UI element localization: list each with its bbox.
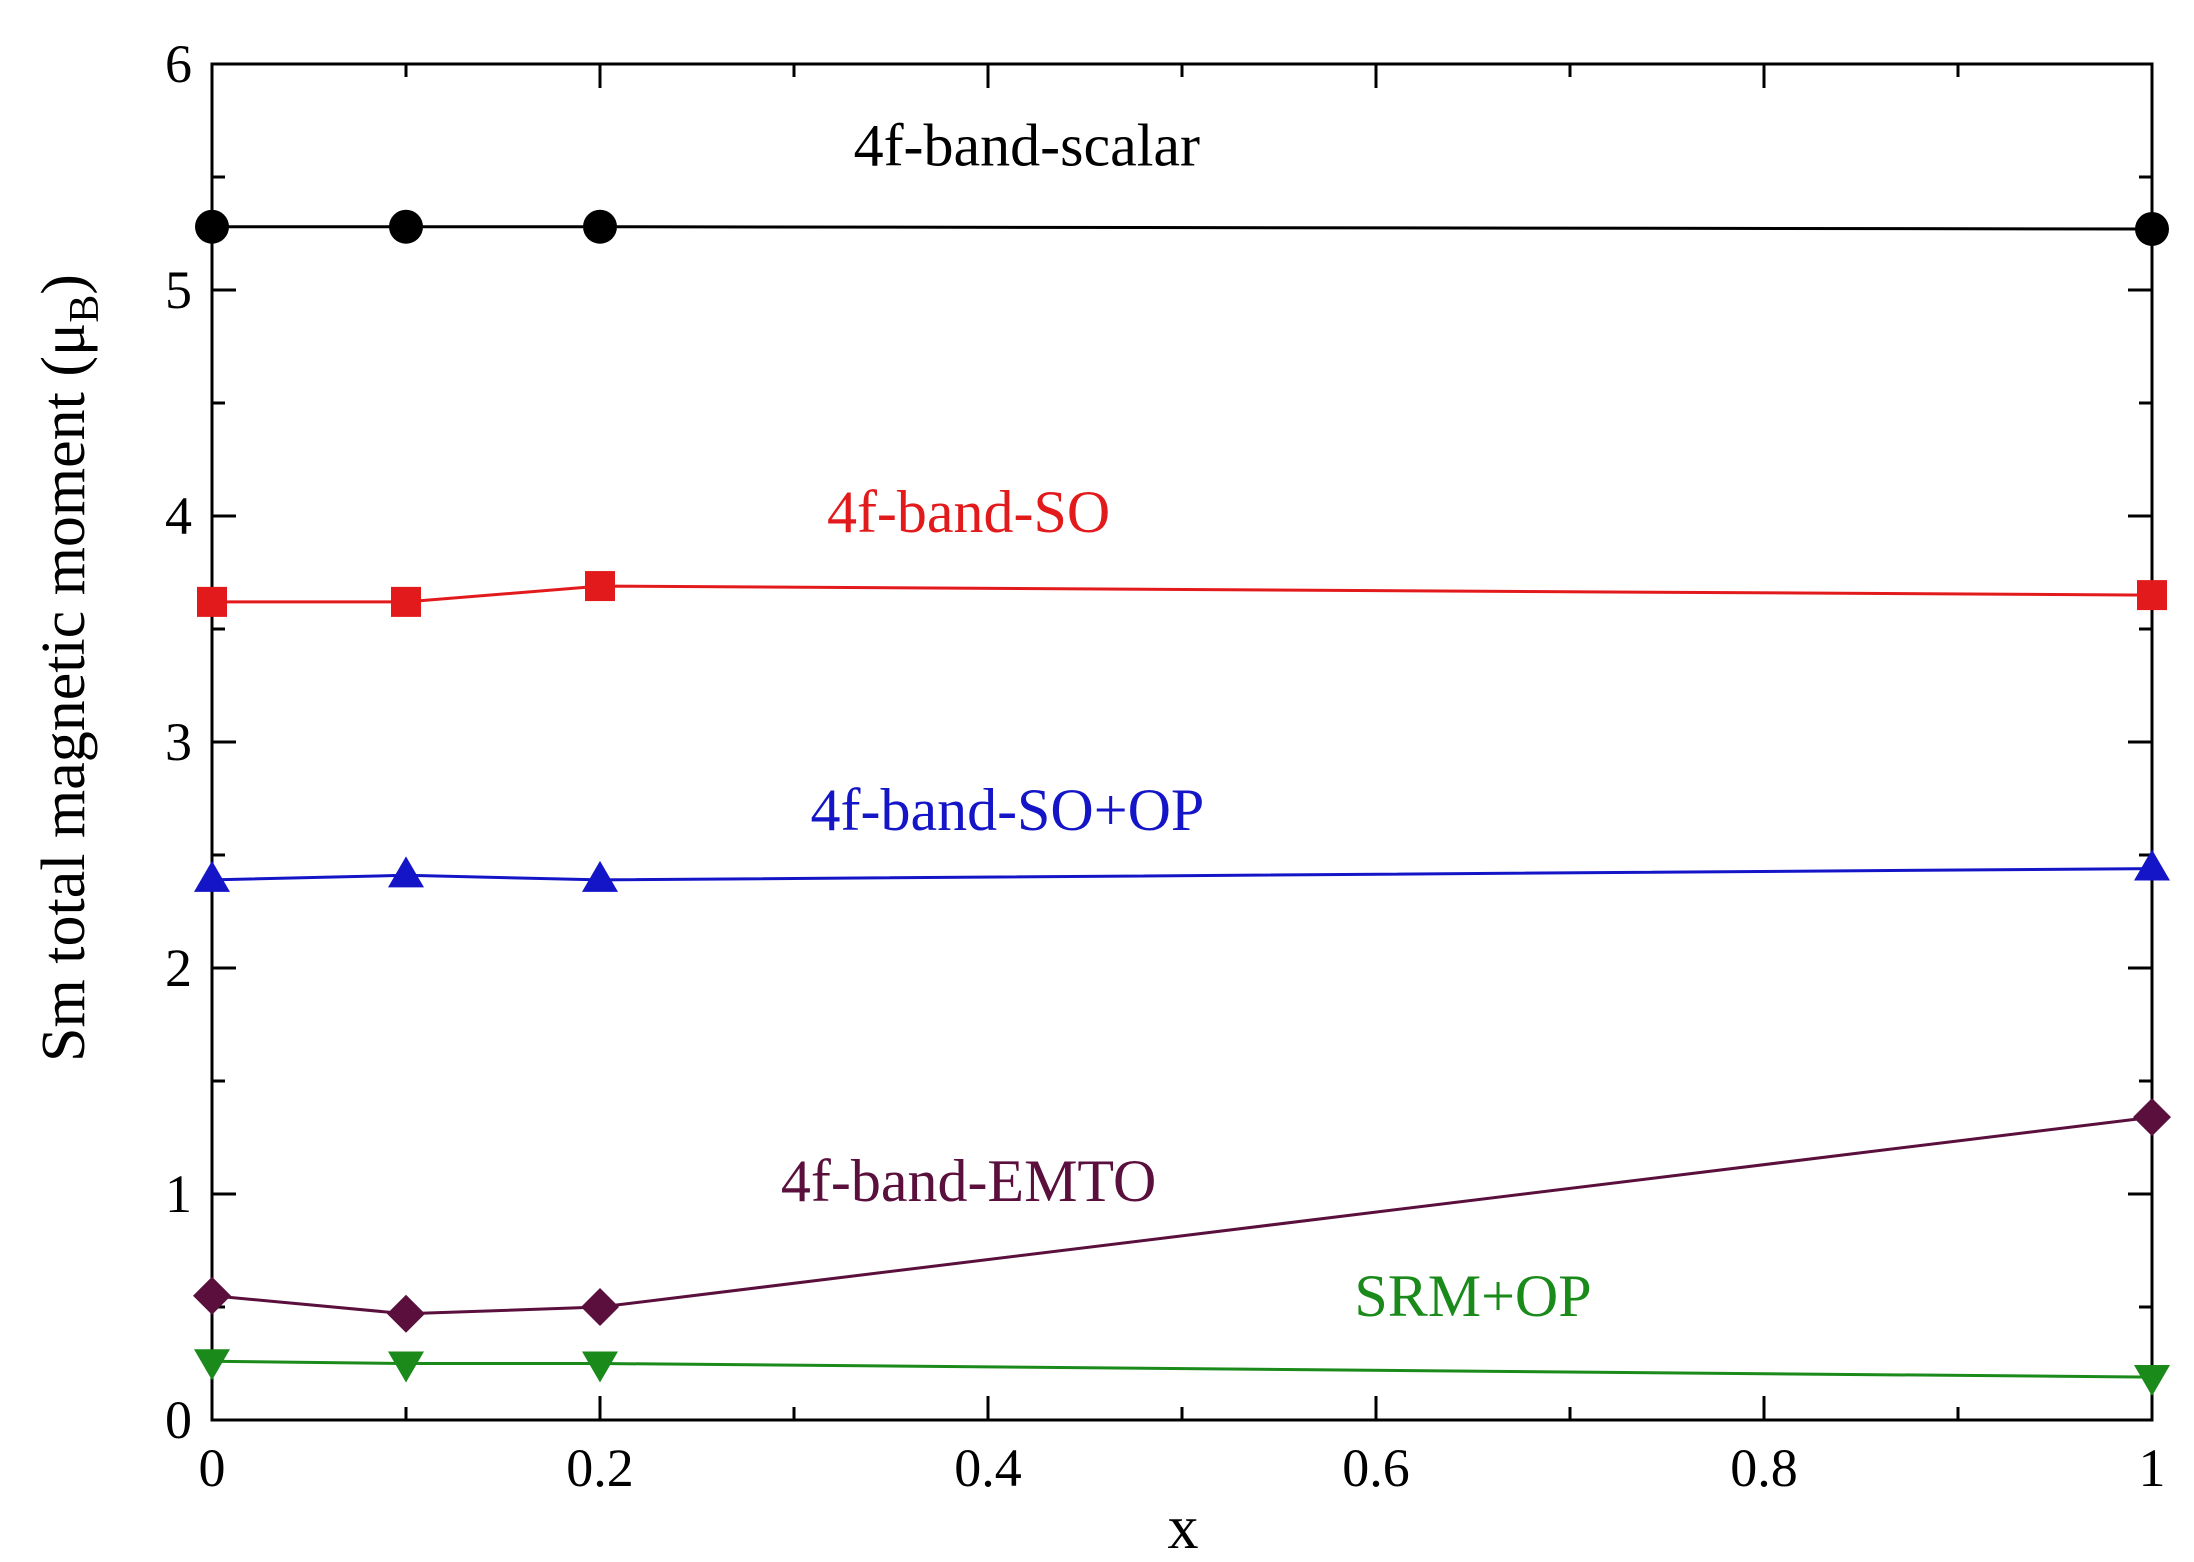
series-line-4f-band-so xyxy=(212,584,2153,604)
y-tick-label: 6 xyxy=(165,34,192,94)
series-group xyxy=(193,209,2171,1397)
y-tick-label: 1 xyxy=(165,1164,192,1224)
series-labels: 4f-band-scalar 4f-band-SO 4f-band-SO+OP 4f-… xyxy=(781,113,1592,1329)
y-axis-label: Sm total magnetic moment (μB) xyxy=(30,274,108,1062)
data-point-4f-band-scalar xyxy=(583,209,617,244)
series-label-4f-band-scalar: 4f-band-scalar xyxy=(854,113,1200,179)
data-point-srm-op xyxy=(388,1351,424,1383)
y-tick-label: 4 xyxy=(165,486,192,546)
y-tick-label: 5 xyxy=(165,260,192,320)
data-point-srm-op xyxy=(2134,1365,2170,1397)
data-point-4f-band-emto xyxy=(581,1288,619,1326)
x-tick-label: 0.8 xyxy=(1730,1438,1798,1498)
series-line-4f-band-so-op xyxy=(211,867,2153,882)
series-line-4f-band-scalar xyxy=(212,225,2153,231)
data-point-4f-band-so-op xyxy=(582,860,618,892)
x-axis-label: x xyxy=(1168,1494,1199,1562)
y-axis-label-subscript: B xyxy=(62,295,108,323)
x-tick-label: 0.6 xyxy=(1342,1438,1410,1498)
data-point-4f-band-so-op xyxy=(194,860,230,892)
data-point-4f-band-so xyxy=(391,586,421,617)
x-tick-label: 0.4 xyxy=(954,1438,1022,1498)
x-tick-label: 0 xyxy=(199,1438,226,1498)
y-tick-label: 2 xyxy=(165,938,192,998)
axis-ticks: 0 0.2 0.4 0.6 0.8 1 0 1 2 3 4 5 6 xyxy=(165,34,2166,1498)
data-point-4f-band-emto xyxy=(387,1294,425,1333)
y-axis-label-close: ) xyxy=(30,274,98,295)
series-line-srm-op xyxy=(211,1359,2153,1379)
data-point-4f-band-so xyxy=(197,586,227,617)
data-point-4f-band-scalar xyxy=(389,209,423,244)
data-point-4f-band-scalar xyxy=(195,209,229,244)
data-point-srm-op xyxy=(194,1349,230,1381)
data-point-4f-band-so xyxy=(2137,580,2167,611)
plot-frame xyxy=(210,62,2154,1422)
series-line-4f-band-emto xyxy=(211,1115,2153,1316)
data-point-4f-band-so-op xyxy=(2134,849,2170,881)
series-label-4f-band-so: 4f-band-SO xyxy=(827,479,1110,545)
y-axis-label-main: Sm total magnetic moment (μ xyxy=(30,323,98,1062)
x-tick-label: 0.2 xyxy=(566,1438,634,1498)
data-point-4f-band-emto xyxy=(2133,1098,2171,1137)
series-label-srm-op: SRM+OP xyxy=(1354,1263,1591,1329)
series-label-4f-band-so-op: 4f-band-SO+OP xyxy=(810,777,1204,843)
data-point-4f-band-scalar xyxy=(2135,211,2169,246)
series-label-4f-band-emto: 4f-band-EMTO xyxy=(781,1148,1156,1214)
plot-border xyxy=(210,62,2154,1422)
data-point-srm-op xyxy=(582,1351,618,1383)
data-point-4f-band-so xyxy=(585,571,615,602)
x-tick-label: 1 xyxy=(2139,1438,2166,1498)
y-tick-label: 0 xyxy=(165,1390,192,1450)
data-point-4f-band-emto xyxy=(193,1276,231,1315)
data-point-4f-band-so-op xyxy=(388,856,424,888)
y-tick-label: 3 xyxy=(165,712,192,772)
